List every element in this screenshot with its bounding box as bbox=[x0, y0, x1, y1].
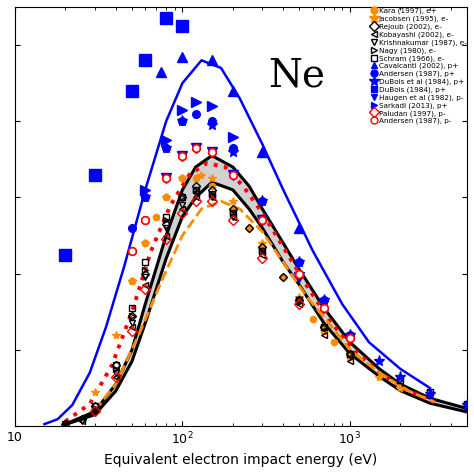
X-axis label: Equivalent electron impact energy (eV): Equivalent electron impact energy (eV) bbox=[104, 453, 378, 467]
Text: Ne: Ne bbox=[268, 57, 325, 94]
Legend: Kara (1997), e+, Jacobsen (1995), e-, Rejoub (2002), e-, Kobayashi (2002), e-, K: Kara (1997), e+, Jacobsen (1995), e-, Re… bbox=[368, 7, 468, 126]
